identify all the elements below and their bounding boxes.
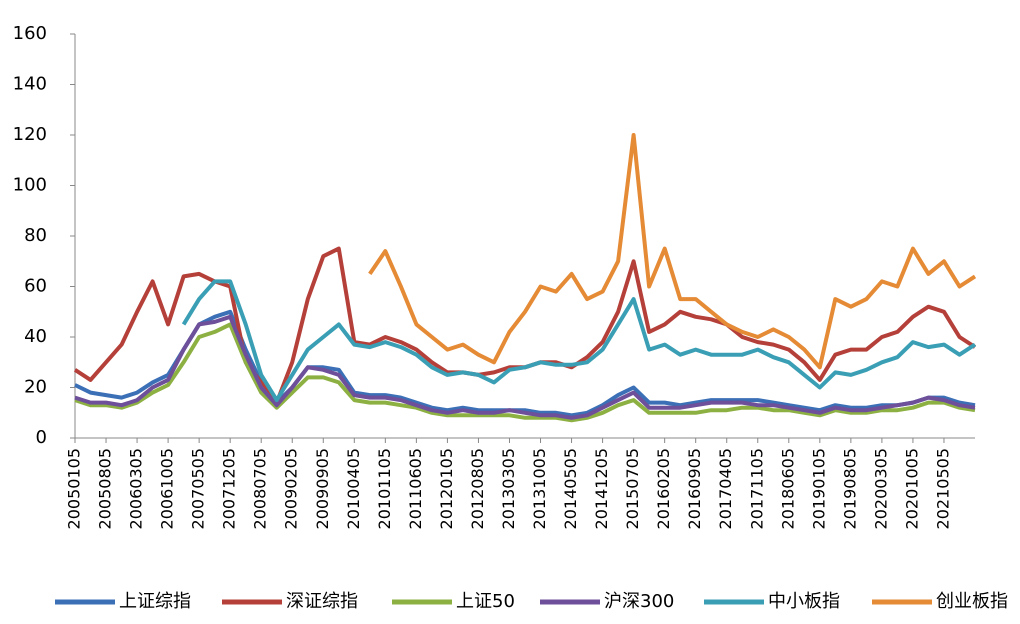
- legend-label: 上证50: [456, 591, 515, 612]
- x-tick-label: 20171105: [747, 448, 766, 529]
- series-line: [73, 246, 977, 405]
- x-tick-label: 20090205: [282, 448, 301, 529]
- y-tick-label: 100: [13, 175, 47, 196]
- x-tick-label: 20050805: [96, 448, 115, 529]
- y-tick-label: 120: [13, 124, 47, 145]
- legend-label: 沪深300: [604, 591, 674, 612]
- x-tick-label: 20120805: [468, 448, 487, 529]
- x-tick-label: 20100405: [344, 448, 363, 529]
- x-tick-label: 20180605: [778, 448, 797, 529]
- legend-label: 中小板指: [768, 591, 840, 612]
- x-tick-label: 20050105: [65, 448, 84, 529]
- x-tick-label: 20070505: [189, 448, 208, 529]
- x-tick-label: 20090905: [313, 448, 332, 529]
- x-tick-label: 20130305: [499, 448, 518, 529]
- series-line: [74, 309, 976, 418]
- x-tick-label: 20201005: [902, 448, 921, 529]
- y-tick-label: 140: [13, 74, 47, 95]
- x-tick-label: 20200305: [871, 448, 890, 529]
- x-tick-label: 20210505: [933, 448, 952, 529]
- x-tick-label: 20060305: [127, 448, 146, 529]
- y-tick-label: 20: [24, 377, 47, 398]
- x-tick-label: 20160205: [654, 448, 673, 529]
- y-tick-label: 0: [36, 427, 47, 448]
- x-tick-label: 20131005: [530, 448, 549, 529]
- y-tick-label: 160: [13, 23, 47, 44]
- y-tick-label: 60: [24, 276, 47, 297]
- legend-label: 上证综指: [119, 591, 191, 612]
- y-tick-label: 80: [24, 225, 47, 246]
- x-tick-label: 20071205: [220, 448, 239, 529]
- series-line: [181, 279, 977, 403]
- series-line: [368, 133, 977, 370]
- x-tick-label: 20140505: [561, 448, 580, 529]
- x-tick-label: 20170405: [716, 448, 735, 529]
- x-tick-label: 20190105: [809, 448, 828, 529]
- x-tick-label: 20190805: [840, 448, 859, 529]
- y-tick-label: 40: [24, 326, 47, 347]
- x-tick-label: 20120105: [437, 448, 456, 529]
- x-tick-label: 20061005: [158, 448, 177, 529]
- series-line: [74, 322, 976, 423]
- x-tick-label: 20141205: [592, 448, 611, 529]
- x-tick-label: 20160905: [685, 448, 704, 529]
- x-tick-label: 20080705: [251, 448, 270, 529]
- x-tick-label: 20150705: [623, 448, 642, 529]
- legend-label: 创业板指: [936, 591, 1008, 612]
- legend-label: 深证综指: [286, 591, 358, 612]
- x-tick-label: 20110605: [406, 448, 425, 529]
- x-tick-label: 20101105: [375, 448, 394, 529]
- series-line: [74, 314, 976, 420]
